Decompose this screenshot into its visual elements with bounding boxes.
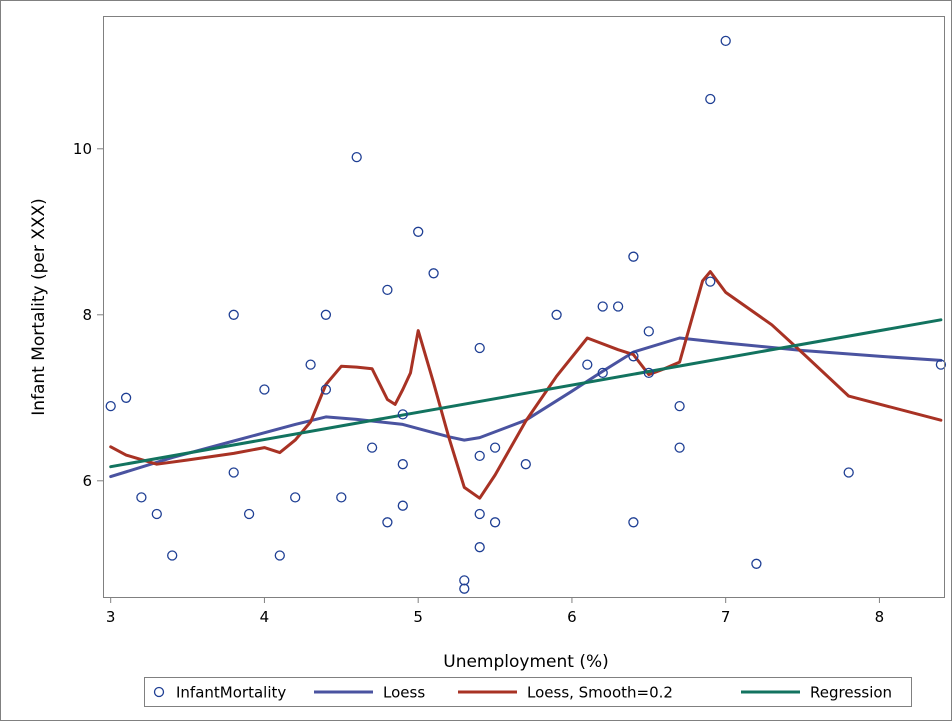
legend: InfantMortality Loess Loess, Smooth=0.2 Reg… xyxy=(144,677,912,707)
data-point xyxy=(105,400,116,412)
data-point xyxy=(628,251,639,262)
x-axis-label: Unemployment (%) xyxy=(443,652,609,672)
y-axis-label: Infant Mortality (per XXX) xyxy=(29,198,49,416)
data-point xyxy=(489,442,501,453)
data-point xyxy=(474,342,485,354)
data-point xyxy=(674,400,685,412)
x-tick-label: 8 xyxy=(875,608,885,626)
series-line-1 xyxy=(109,336,943,479)
data-point xyxy=(674,442,685,453)
data-point xyxy=(305,359,316,370)
data-point xyxy=(120,392,132,403)
legend-label-2: Loess, Smooth=0.2 xyxy=(527,684,673,702)
data-point xyxy=(643,326,654,337)
data-point xyxy=(397,409,408,420)
data-point xyxy=(935,359,947,370)
data-point xyxy=(705,276,716,287)
data-point xyxy=(612,301,624,312)
plot-area-frame xyxy=(103,16,945,598)
data-point xyxy=(489,517,501,528)
data-point xyxy=(336,492,347,503)
series-line-3 xyxy=(109,318,943,469)
data-point xyxy=(136,492,147,503)
data-point xyxy=(520,459,531,470)
legend-marker-infantmortality xyxy=(153,686,165,698)
data-point xyxy=(582,359,593,370)
data-point xyxy=(243,508,255,520)
data-point xyxy=(474,508,485,520)
data-point xyxy=(228,309,239,320)
data-point xyxy=(351,151,362,163)
y-tick-label: 8 xyxy=(82,306,92,324)
data-point xyxy=(628,351,639,362)
data-point xyxy=(628,517,639,528)
y-tick-label: 6 xyxy=(82,472,92,490)
x-tick-label: 6 xyxy=(567,608,577,626)
data-point xyxy=(290,492,301,503)
data-point xyxy=(459,575,470,586)
data-point xyxy=(274,550,285,561)
x-tick-label: 5 xyxy=(413,608,423,626)
data-point xyxy=(597,301,608,312)
x-axis: 3 4 5 6 7 8 xyxy=(106,597,884,626)
data-point xyxy=(320,384,332,395)
data-point xyxy=(751,558,762,569)
data-point xyxy=(843,467,854,478)
data-point xyxy=(151,508,162,520)
series-lines xyxy=(109,270,943,500)
data-point xyxy=(228,467,239,478)
data-point xyxy=(397,459,408,470)
x-tick-label: 7 xyxy=(721,608,731,626)
data-point xyxy=(705,93,716,105)
data-point xyxy=(167,550,178,561)
data-point xyxy=(474,450,485,462)
legend-label-3: Regression xyxy=(810,684,892,702)
data-point xyxy=(428,268,439,279)
data-point xyxy=(320,309,332,320)
y-axis: 6 8 10 xyxy=(73,140,103,490)
legend-box xyxy=(144,677,912,707)
data-point xyxy=(382,284,393,296)
x-tick-label: 3 xyxy=(106,608,116,626)
y-tick-label: 10 xyxy=(73,140,92,158)
data-point xyxy=(413,226,424,237)
data-point xyxy=(597,367,608,379)
legend-label-0: InfantMortality xyxy=(176,684,286,702)
data-point xyxy=(551,309,562,320)
x-tick-label: 4 xyxy=(260,608,270,626)
data-point xyxy=(720,35,731,47)
data-point xyxy=(382,517,393,528)
data-point xyxy=(459,583,470,594)
data-point xyxy=(259,384,270,395)
data-point xyxy=(474,542,485,553)
legend-label-1: Loess xyxy=(383,684,425,702)
series-line-2 xyxy=(109,270,943,500)
data-point xyxy=(643,367,654,379)
data-point xyxy=(397,500,408,511)
scatter-points xyxy=(105,35,947,594)
data-point xyxy=(366,442,378,453)
